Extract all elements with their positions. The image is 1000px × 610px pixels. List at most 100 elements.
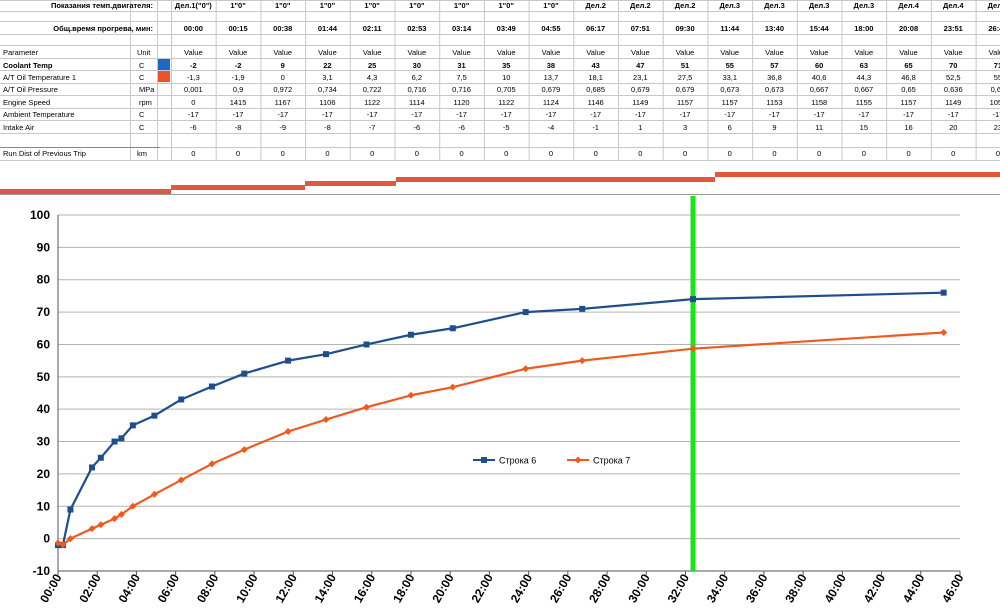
data-point [522,365,530,373]
x-tick-label: 38:00 [782,571,810,605]
header-cell: 15:44 [810,24,830,33]
table-cell: -17 [590,110,601,119]
row-label: A/T Oil Temperature 1 [3,73,76,82]
table-cell: -8 [324,123,331,132]
data-point [579,305,586,312]
table-cell: 0 [996,149,1000,158]
table-cell: -17 [948,110,959,119]
header-cell: Дел.3 [764,1,785,10]
header-cell: 1"0" [275,1,291,10]
header-cell: 02:53 [407,24,426,33]
table-cell: 55 [726,61,734,70]
column-header: Value [229,48,248,57]
table-cell: 6,2 [412,73,422,82]
data-point [117,510,125,518]
data-point [88,525,96,533]
header-cell: Дел.2 [630,1,651,10]
row-unit: C [139,110,145,119]
header-cell: 1"0" [543,1,559,10]
table-cell: 0,667 [854,85,873,94]
legend-marker [574,456,582,464]
table-cell: 71 [994,61,1000,70]
row-label: A/T Oil Pressure [3,85,58,94]
column-header: Value [542,48,561,57]
table-cell: 0,673 [765,85,784,94]
column-header: Value [899,48,918,57]
header-cell: 1"0" [409,1,425,10]
column-header: Value [452,48,471,57]
data-point [449,383,457,391]
table-cell: 0 [281,149,285,158]
table-cell: 33,1 [722,73,737,82]
table-cell: 6 [728,123,732,132]
row-unit: C [139,123,145,132]
table-cell: 0 [772,149,776,158]
table-cell: -17 [411,110,422,119]
table-cell: 0 [415,149,419,158]
table-cell: 43 [591,61,599,70]
header-cell: 07:51 [631,24,650,33]
data-point [407,331,414,338]
row-label: Intake Air [3,123,35,132]
column-header: Value [184,48,203,57]
x-tick-label: 22:00 [469,571,497,605]
y-tick-label: 40 [37,402,51,416]
table-cell: -6 [458,123,465,132]
table-cell: 16 [904,123,912,132]
column-header: Value [273,48,292,57]
table-cell: 0 [281,73,285,82]
data-point [522,309,529,316]
column-header: Value [720,48,739,57]
x-tick-label: 46:00 [939,571,967,605]
table-cell: 0 [459,149,463,158]
table-cell: 1149 [632,98,648,107]
y-tick-label: 20 [37,467,51,481]
table-cell: -17 [993,110,1000,119]
table-cell: 0 [325,149,329,158]
table-cell: 57 [770,61,778,70]
y-tick-label: 80 [37,273,51,287]
table-cell: -1 [592,123,599,132]
table-cell: 0 [236,149,240,158]
row-label: Ambient Temperature [3,110,75,119]
table-cell: 0,679 [542,85,561,94]
row-label: Run Dist of Previous Trip [3,149,86,158]
table-cell: 52,5 [946,73,961,82]
header-cell: Дел.3 [809,1,830,10]
table-cell: 0,679 [631,85,650,94]
header-cell: 09:30 [675,24,694,33]
table-cell: 3 [683,123,687,132]
column-header: Value [318,48,337,57]
header-cell: 26:44 [988,24,1000,33]
step-bar-segment [0,189,171,194]
y-tick-label: 30 [37,435,51,449]
header-cell: 04:55 [541,24,560,33]
x-tick-label: 18:00 [390,571,418,605]
data-point [178,396,185,403]
table-cell: 0 [728,149,732,158]
series-swatch [158,71,170,82]
table-cell: -17 [858,110,869,119]
series-line [57,331,944,546]
row-label: Engine Speed [3,98,50,107]
data-point [363,403,371,411]
table-cell: -7 [369,123,376,132]
table-cell: 1 [638,123,642,132]
header-cell: 03:14 [452,24,472,33]
table-cell: -1,3 [187,73,200,82]
table-cell: 1153 [766,98,782,107]
table-cell: 0,679 [676,85,695,94]
data-point [111,515,119,523]
table-cell: 18,1 [588,73,603,82]
table-cell: 0 [549,149,553,158]
table-cell: 65 [904,61,912,70]
table-cell: 4,3 [367,73,377,82]
table-cell: 0 [906,149,910,158]
header-cell: Дел.3 [854,1,875,10]
table-cell: -6 [414,123,421,132]
table-cell: 1124 [543,98,559,107]
x-tick-label: 34:00 [704,571,732,605]
table-cell: 31 [457,61,465,70]
table-cell: -17 [322,110,333,119]
